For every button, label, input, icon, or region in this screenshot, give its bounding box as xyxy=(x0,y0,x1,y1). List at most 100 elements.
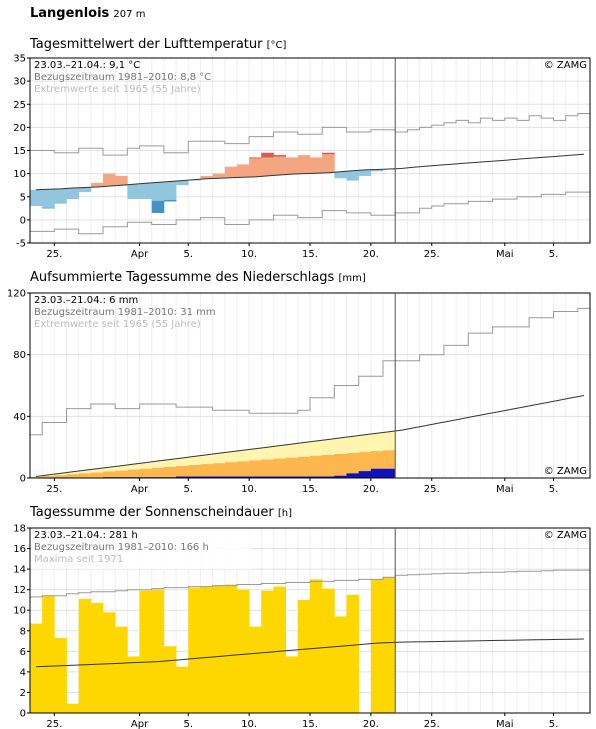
temperature-anomaly-bar xyxy=(273,155,286,176)
temperature-anomaly-bar xyxy=(115,175,128,186)
station-name: Langenlois xyxy=(30,6,110,21)
sunshine-bar xyxy=(163,646,177,713)
y-tick-label: -5 xyxy=(16,239,26,250)
sunshine-bar xyxy=(127,656,140,713)
x-tick-label: Apr xyxy=(131,249,149,260)
sunshine-bar xyxy=(297,599,311,713)
y-tick-label: 10 xyxy=(13,606,26,617)
temperature-anomaly-bar xyxy=(224,166,238,178)
sunshine-bar xyxy=(346,594,359,713)
x-tick-label: 25. xyxy=(424,719,440,729)
precipitation-lower-band-area xyxy=(30,450,396,478)
temperature-anomaly-bar xyxy=(127,184,140,200)
sunshine-bar xyxy=(176,666,189,713)
credit-label: © ZAMG xyxy=(544,466,587,477)
temperature-anomaly-bar xyxy=(103,173,116,187)
x-tick-label: 5. xyxy=(549,249,559,260)
x-tick-label: 20. xyxy=(363,484,379,495)
temperature-anomaly-bar xyxy=(200,175,213,179)
temperature-extreme-max-line xyxy=(30,113,590,156)
temperature-anomaly-bar xyxy=(285,157,299,175)
temperature-anomaly-bar xyxy=(261,152,274,176)
info-line-2: Bezugszeitraum 1981–2010: 31 mm xyxy=(34,307,216,318)
y-tick-label: 0 xyxy=(20,474,26,485)
info-line-1: 23.03.–21.04.: 281 h xyxy=(34,530,138,541)
sunshine-bar xyxy=(42,595,55,713)
x-tick-label: 25. xyxy=(46,484,62,495)
info-line-1: 23.03.–21.04.: 9,1 °C xyxy=(34,60,140,71)
sunshine-bar xyxy=(285,656,299,713)
temperature-anomaly-bar xyxy=(370,169,384,172)
x-tick-label: 15. xyxy=(302,719,318,729)
y-tick-label: 20 xyxy=(13,123,26,134)
sunshine-title-unit: [h] xyxy=(277,508,292,519)
y-tick-label: 14 xyxy=(13,565,26,576)
x-tick-label: 5. xyxy=(549,484,559,495)
y-tick-label: 35 xyxy=(13,54,26,65)
temperature-strong-anomaly-bar xyxy=(322,152,335,155)
sunshine-bar xyxy=(115,626,128,713)
sunshine-bar xyxy=(334,616,347,713)
chart-panel-precipitation: 0 40 80 120 25. Apr 5. 10. 15. 20. 25. Mai 5. 23.03.–… xyxy=(7,289,591,495)
info-line-3: Extremwerte seit 1965 (55 Jahre) xyxy=(34,319,201,330)
info-background xyxy=(31,529,251,569)
x-tick-label: Mai xyxy=(496,249,514,260)
credit-label: © ZAMG xyxy=(544,530,587,541)
temperature-strong-anomaly-bar xyxy=(151,200,165,213)
sunshine-bar xyxy=(151,589,165,713)
temperature-strong-anomaly-bar xyxy=(163,199,177,202)
temperature-anomaly-bar xyxy=(90,182,104,188)
precipitation-title-unit: [mm] xyxy=(338,273,366,284)
precipitation-title-text: Aufsummierte Tagessumme des Niederschlag… xyxy=(30,270,335,285)
x-tick-label: Mai xyxy=(496,484,514,495)
sunshine-bar xyxy=(322,588,335,713)
sunshine-bar xyxy=(212,585,226,713)
temperature-title-unit: [°C] xyxy=(266,40,287,51)
x-tick-label: 5. xyxy=(183,719,193,729)
temperature-anomaly-bar xyxy=(78,187,92,193)
x-tick-label: 10. xyxy=(241,249,257,260)
x-tick-label: 5. xyxy=(183,249,193,260)
x-tick-label: 25. xyxy=(424,249,440,260)
temperature-anomaly-bar xyxy=(188,179,201,181)
y-tick-label: 6 xyxy=(20,647,26,658)
sunshine-bar xyxy=(200,586,213,713)
info-line-2: Bezugszeitraum 1981–2010: 166 h xyxy=(34,542,209,553)
temperature-chart-title: Tagesmittelwert der Lufttemperatur [°C] xyxy=(30,37,286,52)
sunshine-bar xyxy=(30,623,43,713)
y-tick-label: 16 xyxy=(13,544,26,555)
info-line-1: 23.03.–21.04.: 6 mm xyxy=(34,295,138,306)
y-tick-label: 2 xyxy=(20,688,26,699)
y-tick-label: 12 xyxy=(13,585,26,596)
sunshine-bar xyxy=(249,626,262,713)
temperature-strong-anomaly-bar xyxy=(249,157,262,159)
x-tick-label: 15. xyxy=(302,484,318,495)
station-altitude: 207 m xyxy=(113,9,146,20)
temperature-anomaly-bar xyxy=(54,188,67,204)
temperature-anomaly-bar xyxy=(297,155,311,174)
y-tick-label: 30 xyxy=(13,77,26,88)
temperature-anomaly-bar xyxy=(212,173,226,179)
sunshine-bar xyxy=(261,590,274,713)
x-tick-label: 25. xyxy=(46,719,62,729)
x-tick-label: 20. xyxy=(363,249,379,260)
chart-panel-temperature: -5 0 5 10 15 20 25 30 35 25. Apr 5. 10. 15. 20. 25. Mai 5… xyxy=(13,54,591,260)
sunshine-bar xyxy=(66,703,79,713)
x-tick-label: 15. xyxy=(302,249,318,260)
y-tick-label: 8 xyxy=(20,626,26,637)
temperature-anomaly-bar xyxy=(249,157,262,177)
temperature-anomaly-bar xyxy=(322,152,335,173)
y-tick-label: 40 xyxy=(13,412,26,423)
x-tick-label: Apr xyxy=(131,484,149,495)
sunshine-bar xyxy=(139,590,153,713)
chart-panel-sunshine: 0 2 4 6 8 10 12 14 16 18 25. Apr 5. 10. 15. 20. 25. Mai 5.… xyxy=(13,524,591,729)
x-tick-label: 5. xyxy=(549,719,559,729)
temperature-anomaly-bar xyxy=(310,157,323,174)
x-tick-label: 10. xyxy=(241,719,257,729)
precipitation-climate-mean-line xyxy=(36,395,584,477)
y-tick-label: 15 xyxy=(13,146,26,157)
precipitation-extreme-max-line xyxy=(30,307,590,436)
sunshine-chart-title: Tagessumme der Sonnenscheindauer [h] xyxy=(30,505,292,520)
sunshine-bar xyxy=(224,584,238,713)
station-header: Langenlois 207 m xyxy=(30,6,145,21)
